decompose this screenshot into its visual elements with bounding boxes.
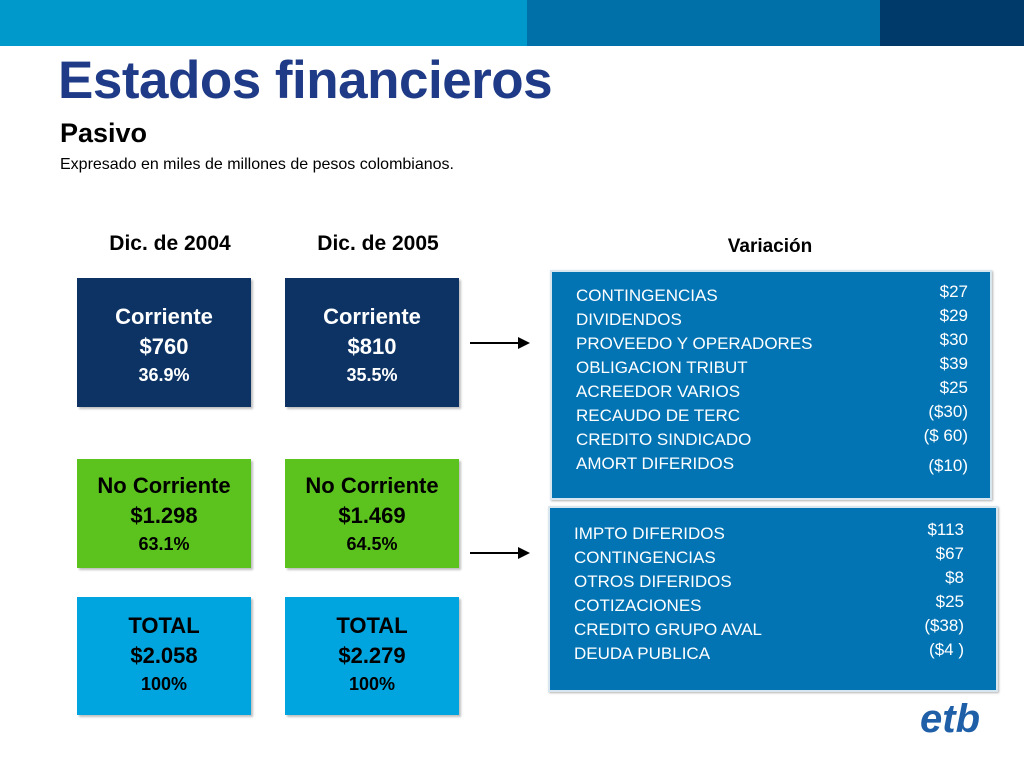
logo-text: etb — [920, 697, 980, 740]
box-2005-total: TOTAL $2.279 100% — [285, 597, 459, 715]
variation-label: ACREEDOR VARIOS — [576, 382, 741, 401]
variation-heading: Variación — [727, 236, 813, 257]
variation-value: $67 — [935, 544, 964, 563]
variation-row: COTIZACIONES $25 — [574, 592, 964, 620]
variation-panel-no-corriente: IMPTO DIFERIDOS $113 CONTINGENCIAS $67 O… — [548, 506, 998, 692]
arrow-right-icon — [470, 547, 530, 559]
box-label: Corriente — [323, 304, 421, 329]
box-percent: 64.5% — [346, 534, 398, 554]
variation-value: $39 — [939, 354, 968, 373]
units-note: Expresado en miles de millones de pesos … — [60, 156, 454, 173]
variation-value: ($10) — [928, 456, 968, 475]
box-value: $810 — [347, 334, 397, 359]
variation-value: $25 — [935, 592, 964, 611]
variation-value: $25 — [939, 378, 968, 397]
variation-row: DIVIDENDOS $29 — [576, 306, 968, 334]
variation-value: $113 — [927, 520, 964, 539]
column-heading-2004: Dic. de 2004 — [109, 232, 231, 255]
variation-label: CONTINGENCIAS — [576, 286, 718, 305]
variation-label: IMPTO DIFERIDOS — [574, 524, 725, 543]
variation-value: ($38) — [924, 616, 964, 635]
column-heading-2005: Dic. de 2005 — [317, 232, 439, 255]
variation-row: CONTINGENCIAS $27 — [576, 282, 968, 310]
box-2005-no-corriente: No Corriente $1.469 64.5% — [285, 459, 459, 568]
variation-panel-corriente: CONTINGENCIAS $27 DIVIDENDOS $29 PROVEED… — [550, 270, 992, 500]
variation-value: $29 — [939, 306, 968, 325]
variation-label: OTROS DIFERIDOS — [574, 572, 732, 591]
box-value: $2.279 — [338, 643, 406, 668]
variation-label: CREDITO GRUPO AVAL — [574, 620, 762, 639]
box-value: $760 — [139, 334, 189, 359]
variation-row: CREDITO SINDICADO ($ 60) — [576, 426, 968, 454]
variation-row: RECAUDO DE TERC ($30) — [576, 402, 968, 430]
box-percent: 35.5% — [346, 365, 398, 385]
variation-label: OBLIGACION TRIBUT — [576, 358, 748, 377]
box-label: No Corriente — [97, 473, 231, 498]
variation-label: RECAUDO DE TERC — [576, 406, 741, 425]
box-percent: 100% — [140, 674, 188, 694]
variation-label: AMORT DIFERIDOS — [576, 454, 735, 473]
box-value: $1.469 — [338, 503, 406, 528]
variation-label: DEUDA PUBLICA — [574, 644, 711, 663]
variation-label: CONTINGENCIAS — [574, 548, 716, 567]
banner-segment-mid — [527, 0, 880, 46]
variation-row: AMORT DIFERIDOS ($10) — [576, 454, 968, 478]
variation-value: $8 — [945, 568, 964, 587]
arrow-right-icon — [470, 337, 530, 349]
variation-row: PROVEEDO Y OPERADORES $30 — [576, 330, 968, 358]
box-label: No Corriente — [305, 473, 439, 498]
banner-segment-dark — [880, 0, 1024, 46]
page-title: Estados financieros — [58, 51, 553, 110]
box-2004-corriente: Corriente $760 36.9% — [77, 278, 251, 407]
variation-row: CONTINGENCIAS $67 — [574, 544, 964, 572]
variation-value: ($4 ) — [929, 640, 964, 659]
variation-row: ACREEDOR VARIOS $25 — [576, 378, 968, 406]
box-label: Corriente — [115, 304, 213, 329]
variation-row: OBLIGACION TRIBUT $39 — [576, 354, 968, 382]
box-value: $2.058 — [130, 643, 198, 668]
variation-value: $27 — [939, 282, 968, 301]
banner-segment-light — [0, 0, 527, 46]
box-percent: 63.1% — [138, 534, 190, 554]
box-label: TOTAL — [336, 613, 408, 638]
box-percent: 36.9% — [138, 365, 190, 385]
box-percent: 100% — [348, 674, 396, 694]
variation-row: OTROS DIFERIDOS $8 — [574, 568, 964, 596]
box-value: $1.298 — [130, 503, 198, 528]
variation-value: ($30) — [928, 402, 968, 421]
variation-label: PROVEEDO Y OPERADORES — [576, 334, 813, 353]
page-subtitle: Pasivo — [60, 118, 148, 148]
box-2005-corriente: Corriente $810 35.5% — [285, 278, 459, 407]
variation-value: ($ 60) — [923, 426, 968, 445]
box-label: TOTAL — [128, 613, 200, 638]
variation-label: CREDITO SINDICADO — [576, 430, 752, 449]
box-2004-total: TOTAL $2.058 100% — [77, 597, 251, 715]
box-2004-no-corriente: No Corriente $1.298 63.1% — [77, 459, 251, 568]
variation-label: COTIZACIONES — [574, 596, 702, 615]
top-banner — [0, 0, 1024, 46]
variation-row: CREDITO GRUPO AVAL ($38) — [574, 616, 964, 644]
variation-label: DIVIDENDOS — [576, 310, 682, 329]
variation-row: DEUDA PUBLICA ($4 ) — [574, 640, 964, 668]
variation-row: IMPTO DIFERIDOS $113 — [574, 520, 964, 548]
variation-value: $30 — [939, 330, 968, 349]
etb-logo-icon: etb — [920, 697, 980, 740]
